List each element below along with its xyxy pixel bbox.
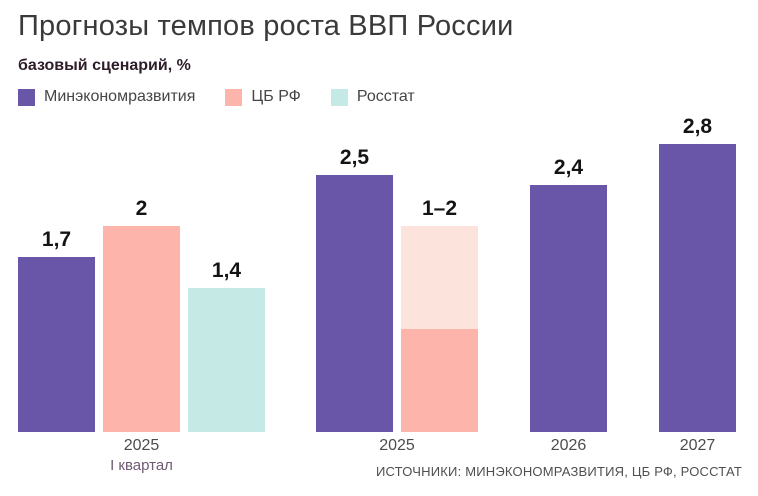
bar-2025-1 — [316, 175, 393, 432]
legend-item: Минэкономразвития — [18, 88, 195, 106]
bar-2027-1 — [659, 144, 736, 432]
bar-2025-2 — [401, 226, 478, 432]
bar-value-label: 2,4 — [553, 156, 584, 179]
bar-segment-solid — [401, 329, 478, 432]
x-axis-category-label: 2025 — [379, 437, 415, 454]
x-axis-category-label: 2026 — [550, 437, 587, 454]
bar-segment-range — [401, 226, 478, 329]
bar-2025-1 — [18, 257, 95, 432]
legend-label: ЦБ РФ — [251, 88, 301, 105]
x-axis-subcategory-label: I квартал — [110, 457, 173, 474]
bar-value-label: 2 — [135, 197, 148, 220]
legend-label: Росстат — [356, 88, 415, 105]
bar-value-label: 2,8 — [682, 115, 713, 138]
chart-title: Прогнозы темпов роста ВВП России — [18, 10, 514, 42]
legend-swatch-icon — [330, 88, 348, 106]
source-note: ИСТОЧНИКИ: МИНЭКОНОМРАЗВИТИЯ, ЦБ РФ, РОС… — [375, 464, 742, 479]
bar-value-label: 2,5 — [339, 146, 370, 169]
bar-value-label: 1,7 — [41, 228, 72, 251]
legend: Минэкономразвития ЦБ РФ Росстат — [18, 88, 415, 106]
bar-value-label: 1,4 — [211, 259, 242, 282]
bar-value-label: 1–2 — [421, 197, 458, 220]
x-axis-category-label: 2025 — [123, 437, 160, 454]
legend-label: Минэкономразвития — [44, 88, 196, 105]
bar-2026-1 — [530, 185, 607, 432]
legend-swatch-icon — [18, 88, 35, 106]
legend-swatch-icon — [225, 88, 243, 106]
legend-item: ЦБ РФ — [225, 88, 301, 106]
bar-2025-2 — [103, 226, 180, 432]
chart-subtitle: базовый сценарий, % — [18, 57, 191, 74]
legend-item: Росстат — [330, 88, 415, 106]
x-axis-category-label: 2027 — [679, 437, 716, 454]
bar-2025-3 — [188, 288, 265, 432]
